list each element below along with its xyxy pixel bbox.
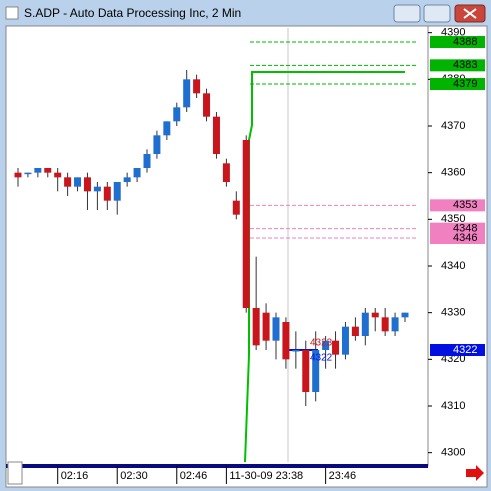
candle-body <box>133 168 141 178</box>
x-tick-label: 02:30 <box>120 470 148 482</box>
y-tick-label: 4370 <box>441 120 465 132</box>
plot: 4300431043204330434043504360437043804390… <box>14 27 485 484</box>
level-label: 4353 <box>453 199 477 211</box>
candle-body <box>232 200 240 215</box>
candle-body <box>212 116 220 154</box>
candle-body <box>401 312 409 318</box>
level-label: 4346 <box>453 232 477 244</box>
candle-body <box>14 172 22 178</box>
candle-body <box>193 79 201 94</box>
candle-body <box>93 186 101 192</box>
candle-body <box>103 186 111 201</box>
candle-body <box>153 135 161 154</box>
level-box <box>430 59 485 72</box>
candle-body <box>262 312 270 341</box>
y-tick-label: 4300 <box>441 447 465 459</box>
candle-body <box>143 154 151 168</box>
level-box <box>430 232 485 244</box>
candle-body <box>292 350 300 352</box>
candle-body <box>44 168 52 173</box>
level-box <box>430 199 485 212</box>
level-label: 4383 <box>453 59 477 71</box>
level-box <box>430 222 485 235</box>
level-box <box>430 78 485 90</box>
candle-body <box>163 121 171 136</box>
level-label: 4348 <box>453 223 477 235</box>
app-icon <box>5 6 19 20</box>
level-box <box>430 344 485 356</box>
y-tick-label: 4310 <box>441 400 465 412</box>
candle-body <box>332 340 340 355</box>
candle-body <box>242 140 250 308</box>
y-tick-label: 4320 <box>441 353 465 365</box>
bid-ask-line <box>244 71 405 463</box>
candle-body <box>54 172 62 178</box>
candle-body <box>381 317 389 332</box>
scroll-arrow[interactable] <box>466 465 484 481</box>
scroll-box[interactable] <box>7 461 23 485</box>
candle-body <box>282 322 290 360</box>
candle-body <box>391 317 399 332</box>
annotation: 4322 <box>310 353 333 364</box>
window-title: S.ADP - Auto Data Processing Inc, 2 Min <box>24 6 241 20</box>
maximize-button[interactable] <box>423 4 451 23</box>
candle-body <box>183 79 191 108</box>
candle-body <box>312 350 320 392</box>
candle-body <box>123 177 131 182</box>
candle-body <box>351 326 359 336</box>
candle-body <box>302 350 310 392</box>
level-label: 4388 <box>453 36 477 48</box>
candle-body <box>113 182 121 201</box>
candle-body <box>341 326 349 355</box>
x-tick-label: 02:16 <box>61 470 89 482</box>
close-icon <box>463 8 477 19</box>
x-tick-label: 11-30-09 23:38 <box>229 470 303 482</box>
candle-body <box>371 312 379 318</box>
minimize-button[interactable] <box>393 4 421 23</box>
x-tick-label: 23:46 <box>329 470 357 482</box>
candle-body <box>64 177 72 187</box>
x-tick-label: 02:46 <box>180 470 208 482</box>
candle-body <box>252 308 260 346</box>
y-tick-label: 4340 <box>441 260 465 272</box>
candle-body <box>24 172 32 175</box>
y-tick-label: 4330 <box>441 307 465 319</box>
candle-body <box>34 168 42 173</box>
level-label: 4322 <box>453 344 477 356</box>
candle-body <box>361 312 369 336</box>
level-box <box>430 36 485 48</box>
candle-body <box>222 163 230 182</box>
candle-body <box>322 340 330 350</box>
y-tick-label: 4350 <box>441 213 465 225</box>
y-tick-label: 4390 <box>441 27 465 39</box>
annotation: 4323 <box>310 338 333 349</box>
candle-body <box>203 93 211 117</box>
candle-body <box>272 317 280 341</box>
y-tick-label: 4360 <box>441 167 465 179</box>
candle-body <box>83 177 91 192</box>
candle-body <box>173 107 181 122</box>
candle-body <box>74 177 82 187</box>
level-label: 4379 <box>453 78 477 90</box>
